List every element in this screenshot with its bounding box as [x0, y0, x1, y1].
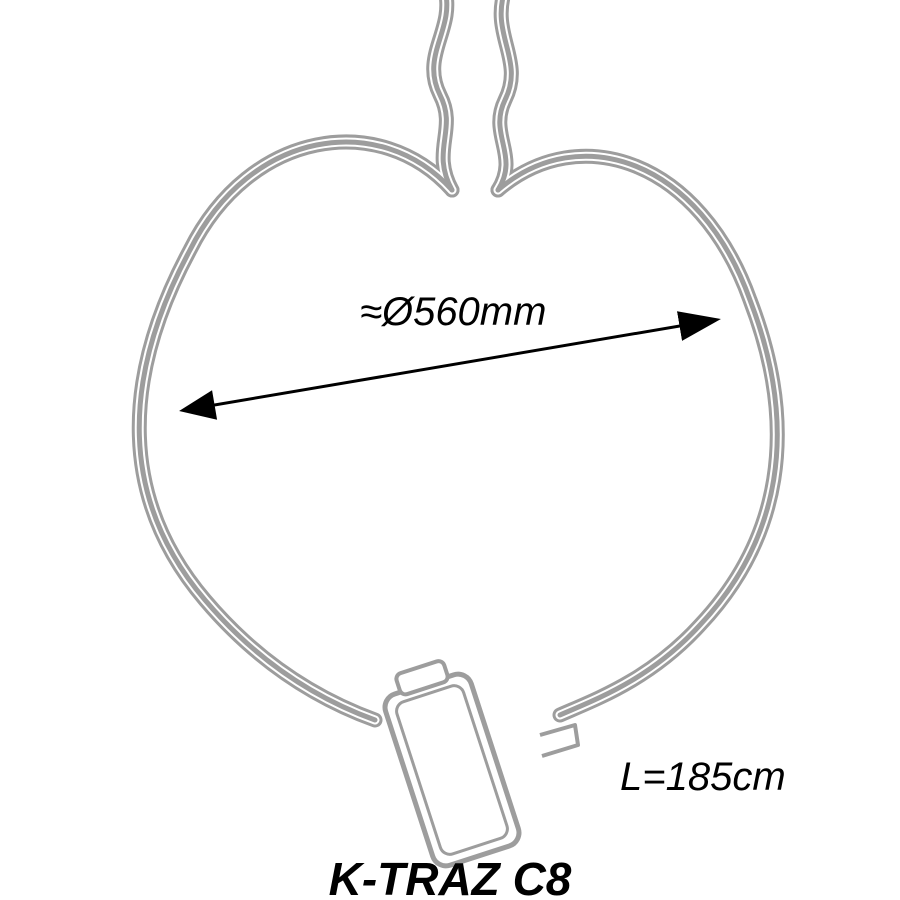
cable-outline [139, 0, 777, 720]
cable-inner-line [139, 0, 777, 720]
product-title: K-TRAZ C8 [329, 853, 572, 900]
lock-body [376, 653, 578, 869]
length-label: L=185cm [620, 755, 786, 799]
diagram-svg: ≈Ø560mm L=185cm K-TRAZ C8 [0, 0, 900, 900]
diameter-label: ≈Ø560mm [360, 290, 546, 334]
